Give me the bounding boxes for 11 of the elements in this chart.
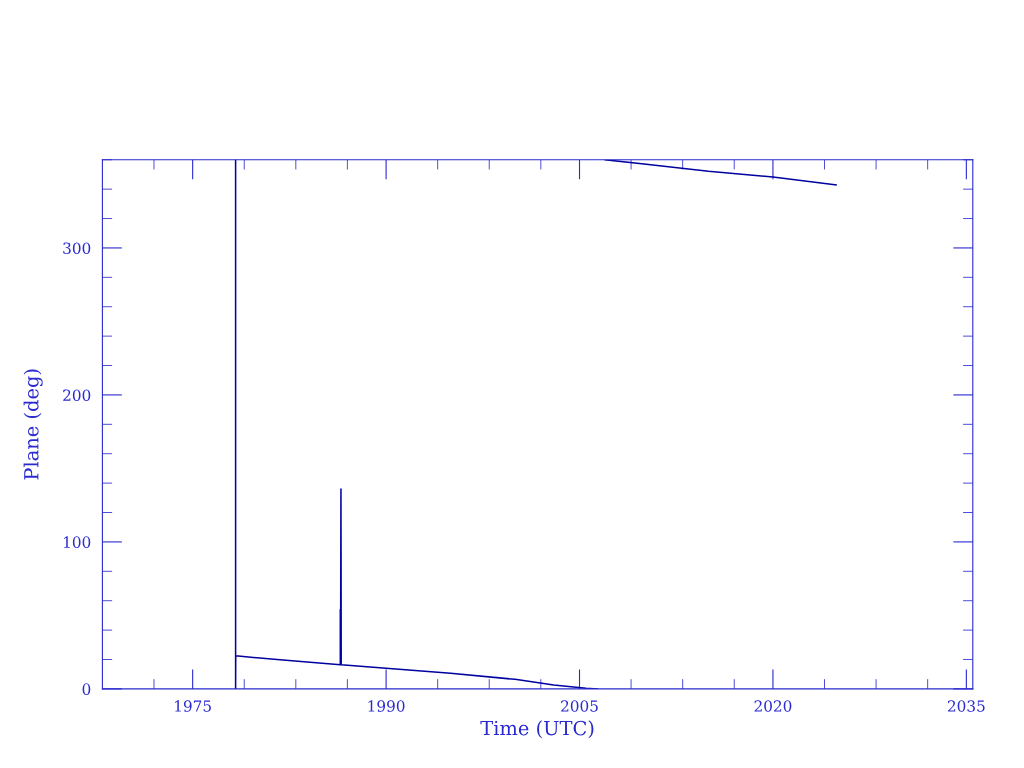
x-tick-label: 2005 xyxy=(561,700,598,712)
y-tick-label: 0 xyxy=(82,683,91,695)
x-tick-label: 1975 xyxy=(175,700,211,712)
x-tick-label: 2035 xyxy=(947,700,985,712)
y-tick-label: 200 xyxy=(63,389,91,401)
y-tick-label: 300 xyxy=(63,242,91,254)
x-axis-title: Time (UTC) xyxy=(480,720,594,739)
x-tick-label: 2020 xyxy=(754,700,792,712)
y-tick-label: 100 xyxy=(63,536,91,548)
x-tick-label: 1990 xyxy=(368,700,405,712)
y-axis-title: Plane (deg) xyxy=(23,369,43,480)
